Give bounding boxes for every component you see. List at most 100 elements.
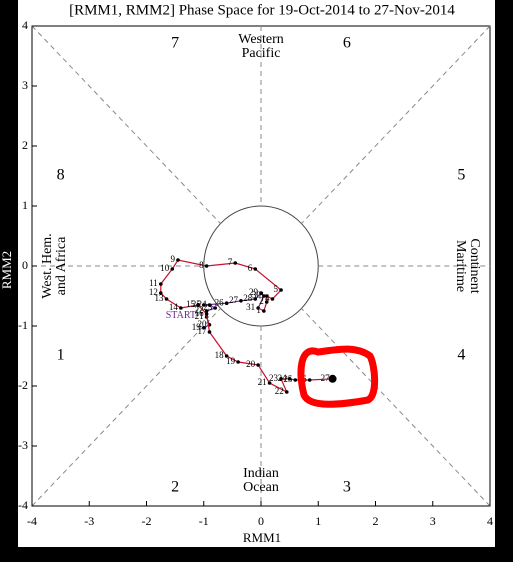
region-label: Continent: [467, 238, 482, 293]
day-label: 25: [283, 374, 293, 384]
chart-title: [RMM1, RMM2] Phase Space for 19-Oct-2014…: [69, 2, 455, 18]
day-point: [279, 377, 283, 381]
day-point: [253, 267, 258, 271]
day-point: [201, 326, 206, 330]
day-label: 26: [215, 297, 225, 307]
x-tick-label: 4: [487, 514, 493, 528]
day-label: 10: [160, 263, 170, 273]
day-point: [270, 297, 275, 301]
x-tick-label: 2: [373, 514, 379, 528]
region-label: West. Hem.: [40, 233, 55, 298]
day-point: [264, 294, 269, 298]
day-label: 27: [321, 373, 331, 383]
day-point: [264, 300, 269, 304]
x-tick-label: 0: [258, 514, 264, 528]
day-point: [201, 303, 206, 307]
day-label: 19: [192, 322, 202, 332]
day-point: [204, 309, 209, 313]
day-label: 8: [199, 260, 204, 270]
day-label: 12: [149, 287, 158, 297]
y-tick-label: 3: [22, 78, 28, 92]
phase-divider: [301, 308, 491, 507]
y-tick-label: -1: [18, 318, 28, 332]
day-point: [284, 390, 289, 394]
day-point: [328, 374, 337, 383]
x-tick-label: 3: [430, 514, 436, 528]
phase-number: 3: [343, 479, 351, 496]
day-point: [293, 378, 298, 382]
day-label: 27: [229, 295, 239, 305]
phase-number: 5: [457, 167, 465, 184]
region-label: Maritime: [453, 240, 468, 292]
day-point: [207, 330, 212, 334]
day-point: [204, 312, 209, 316]
day-point: [207, 303, 212, 307]
day-point: [239, 299, 243, 303]
region-label: Indian: [243, 466, 279, 481]
day-label: 19: [226, 356, 236, 366]
day-point: [307, 378, 312, 382]
x-tick-label: 1: [315, 514, 321, 528]
day-label: 11: [149, 278, 158, 288]
y-tick-label: 2: [22, 138, 28, 152]
day-label: 2: [259, 296, 264, 306]
day-label: 20: [197, 319, 207, 329]
day-label: 16: [195, 308, 205, 318]
day-label: 15: [186, 299, 196, 309]
day-point: [159, 291, 163, 295]
day-point: [279, 288, 283, 292]
day-label: 7: [228, 257, 233, 267]
day-label: 13: [155, 293, 165, 303]
day-label: 20: [246, 359, 256, 369]
x-tick-label: -4: [27, 514, 37, 528]
day-point: [262, 309, 266, 313]
phase-number: 7: [171, 35, 179, 52]
day-point: [224, 354, 229, 358]
phase-number: 2: [171, 479, 179, 496]
start-label: START: [166, 310, 196, 321]
phase-number: 8: [57, 167, 65, 184]
day-point: [176, 258, 180, 262]
x-tick-label: -1: [199, 514, 209, 528]
day-point: [253, 297, 258, 301]
region-label: Western: [238, 32, 284, 47]
day-label: 21: [258, 377, 267, 387]
day-point: [170, 267, 175, 271]
day-point: [233, 261, 238, 265]
day-label: 17: [197, 326, 207, 336]
day-label: 23: [203, 302, 213, 312]
day-point: [164, 297, 169, 301]
day-point: [256, 363, 260, 367]
y-axis-label: RMM2: [0, 251, 14, 289]
day-point: [236, 360, 240, 364]
region-label: Ocean: [243, 480, 279, 495]
x-axis-label: RMM1: [243, 530, 281, 545]
phase-divider: [301, 25, 491, 224]
phase-number: 1: [57, 347, 65, 364]
day-point: [204, 264, 209, 268]
day-point: [259, 291, 263, 295]
y-tick-label: -3: [18, 438, 28, 452]
y-tick-label: 0: [22, 258, 28, 272]
day-label: 18: [215, 350, 225, 360]
y-tick-label: -2: [18, 378, 28, 392]
region-label: Pacific: [242, 46, 281, 61]
plot-background: [18, 0, 495, 547]
day-point: [179, 306, 183, 310]
day-label: 3: [259, 290, 264, 300]
day-point: [196, 303, 200, 307]
x-tick-label: -2: [142, 514, 152, 528]
phase-divider: [31, 25, 221, 224]
y-tick-label: 1: [22, 198, 28, 212]
day-label: 29: [249, 287, 259, 297]
y-tick-label: -4: [18, 498, 28, 512]
day-label: 4: [265, 293, 270, 303]
day-label: 5: [274, 284, 279, 294]
highlight-circle: [297, 345, 379, 408]
day-label: 23: [269, 373, 279, 383]
day-label: 14: [169, 302, 179, 312]
day-point: [267, 381, 272, 385]
day-point: [287, 377, 292, 381]
day-label: 9: [170, 254, 175, 264]
